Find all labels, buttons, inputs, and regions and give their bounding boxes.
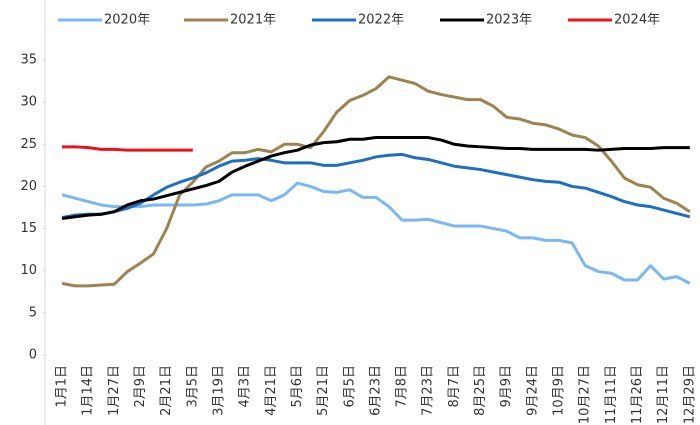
line: [62, 145, 193, 152]
x-tick-label: 4月3日: [238, 365, 253, 408]
line: [61, 181, 691, 285]
x-tick-label: 7月8日: [395, 365, 410, 408]
x-tick-label: 4月21日: [264, 365, 279, 416]
x-tick-label: 8月7日: [447, 365, 462, 408]
x-tick-label: 9月9日: [499, 365, 514, 408]
x-tick-label: 3月19日: [211, 365, 226, 416]
x-tick-label: 11月26日: [630, 365, 645, 424]
legend-label: 2021年: [230, 13, 276, 28]
y-tick-label: 35: [20, 53, 37, 68]
x-tick-label: 6月5日: [342, 365, 357, 408]
legend-label: 2024年: [614, 13, 660, 28]
x-tick-label: 6月23日: [368, 365, 383, 416]
y-tick-label: 5: [29, 305, 37, 320]
y-tick-label: 0: [29, 348, 37, 363]
x-tick-label: 8月25日: [473, 365, 488, 416]
x-tick-label: 7月23日: [421, 365, 436, 416]
x-tick-label: 5月21日: [316, 365, 331, 416]
x-tick-label: 10月27日: [578, 365, 593, 424]
x-tick-label: 2月9日: [133, 365, 148, 408]
x-tick-label: 5月6日: [290, 365, 305, 408]
legend-label: 2020年: [104, 13, 150, 28]
x-tick-label: 12月29日: [682, 365, 697, 424]
y-tick-label: 25: [20, 137, 37, 152]
line: [61, 75, 691, 288]
x-tick-label: 2月21日: [159, 365, 174, 416]
x-tick-label: 12月11日: [656, 365, 671, 424]
y-tick-label: 15: [20, 221, 37, 236]
x-tick-label: 9月24日: [525, 365, 540, 416]
y-tick-label: 20: [20, 179, 37, 194]
x-tick-label: 10月9日: [552, 365, 567, 416]
y-tick-label: 30: [20, 95, 37, 110]
line: [61, 136, 690, 220]
x-tick-label: 3月5日: [185, 365, 200, 408]
legend-label: 2022年: [358, 13, 404, 28]
line: [61, 152, 691, 220]
y-tick-label: 10: [20, 263, 37, 278]
x-tick-label: 1月14日: [81, 365, 96, 416]
x-tick-label: 1月1日: [55, 365, 70, 408]
x-tick-label: 11月11日: [604, 365, 619, 424]
legend-label: 2023年: [486, 13, 532, 28]
x-tick-label: 1月27日: [107, 365, 122, 416]
